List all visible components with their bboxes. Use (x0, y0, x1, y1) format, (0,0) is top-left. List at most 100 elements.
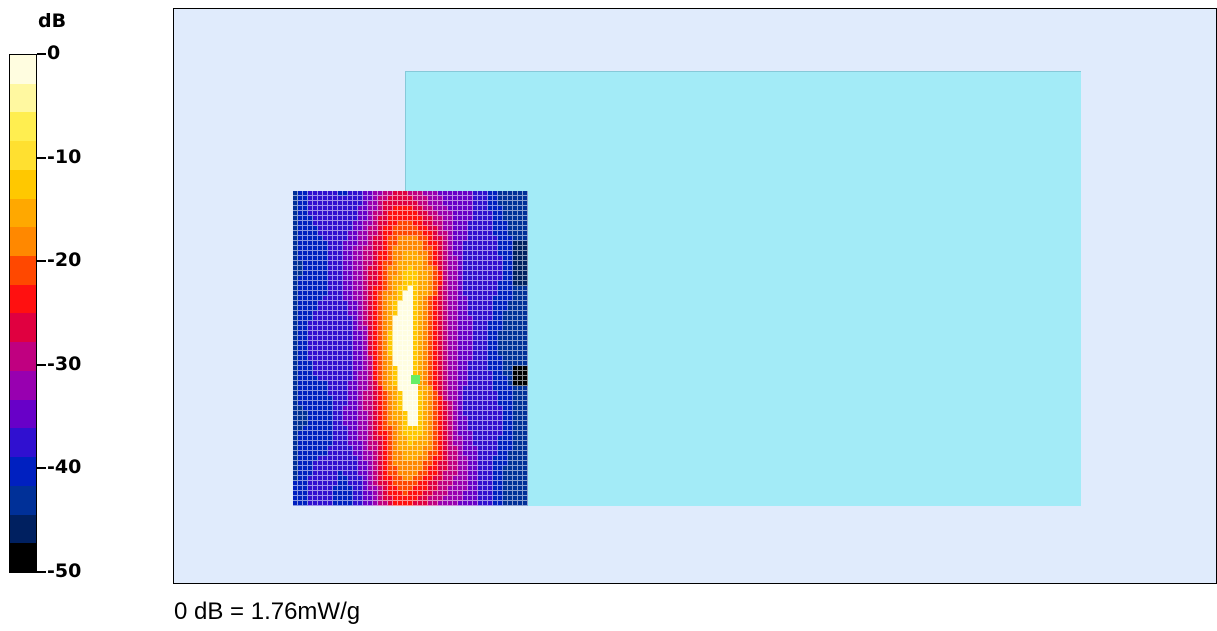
heatmap-cell (523, 476, 528, 481)
heatmap-cell (408, 481, 413, 486)
heatmap-cell (373, 221, 378, 226)
heatmap-cell (393, 221, 398, 226)
heatmap-cell (468, 301, 473, 306)
heatmap-cell (463, 446, 468, 451)
legend-tick-label: -40 (47, 456, 82, 479)
heatmap-cell (353, 276, 358, 281)
heatmap-cell (408, 331, 413, 336)
heatmap-cell (428, 476, 433, 481)
heatmap-cell (453, 476, 458, 481)
heatmap-cell (523, 441, 528, 446)
heatmap-cell (438, 376, 443, 381)
heatmap-cell (323, 321, 328, 326)
heatmap-cell (488, 466, 493, 471)
heatmap-cell (463, 501, 468, 506)
heatmap-cell (293, 336, 298, 341)
heatmap-cell (373, 286, 378, 291)
heatmap-cell (508, 481, 513, 486)
heatmap-cell (463, 311, 468, 316)
heatmap-cell (488, 406, 493, 411)
legend-tick-label: -30 (47, 352, 82, 375)
heatmap-cell (438, 496, 443, 501)
heatmap-cell (308, 491, 313, 496)
heatmap-cell (308, 401, 313, 406)
heatmap-cell (493, 436, 498, 441)
heatmap-cell (453, 296, 458, 301)
heatmap-cell (323, 276, 328, 281)
heatmap-cell (508, 206, 513, 211)
heatmap-cell (503, 286, 508, 291)
heatmap-cell (523, 256, 528, 261)
heatmap-cell (428, 486, 433, 491)
heatmap-cell (413, 386, 418, 391)
heatmap-cell (423, 501, 428, 506)
heatmap-cell (398, 451, 403, 456)
heatmap-cell (413, 471, 418, 476)
heatmap-cell (413, 451, 418, 456)
heatmap-cell (388, 336, 393, 341)
heatmap-cell (418, 376, 423, 381)
heatmap-cell (383, 476, 388, 481)
heatmap-cell (453, 306, 458, 311)
heatmap-cell (393, 351, 398, 356)
heatmap-cell (473, 281, 478, 286)
heatmap-cell (463, 411, 468, 416)
heatmap-cell (298, 381, 303, 386)
heatmap-cell (343, 466, 348, 471)
heatmap-cell (358, 206, 363, 211)
heatmap-cell (473, 231, 478, 236)
heatmap-cell (318, 476, 323, 481)
heatmap-cell (303, 401, 308, 406)
heatmap-cell (483, 251, 488, 256)
heatmap-cell (443, 471, 448, 476)
heatmap-cell (328, 241, 333, 246)
heatmap-cell (348, 366, 353, 371)
heatmap-cell (338, 211, 343, 216)
heatmap-cell (413, 301, 418, 306)
heatmap-cell (498, 361, 503, 366)
heatmap-cell (433, 431, 438, 436)
heatmap-cell (478, 301, 483, 306)
heatmap-cell (398, 376, 403, 381)
heatmap-cell (443, 381, 448, 386)
heatmap-cell (503, 311, 508, 316)
heatmap-cell (293, 491, 298, 496)
heatmap-cell (318, 286, 323, 291)
heatmap-cell (478, 281, 483, 286)
heatmap-cell (328, 466, 333, 471)
heatmap-cell (473, 396, 478, 401)
heatmap-cell (488, 381, 493, 386)
heatmap-cell (468, 256, 473, 261)
heatmap-cell (323, 231, 328, 236)
heatmap-cell (293, 456, 298, 461)
heatmap-cell (508, 471, 513, 476)
heatmap-cell (473, 316, 478, 321)
heatmap-cell (498, 321, 503, 326)
heatmap-cell (388, 236, 393, 241)
heatmap-cell (383, 421, 388, 426)
heatmap-cell (493, 281, 498, 286)
heatmap-cell (303, 346, 308, 351)
heatmap-cell (328, 276, 333, 281)
heatmap-cell (448, 336, 453, 341)
heatmap-cell (488, 331, 493, 336)
heatmap-cell (303, 266, 308, 271)
heatmap-cell (408, 391, 413, 396)
heatmap-cell (418, 476, 423, 481)
heatmap-cell (388, 286, 393, 291)
heatmap-cell (328, 451, 333, 456)
heatmap-cell (503, 256, 508, 261)
heatmap-cell (393, 346, 398, 351)
heatmap-cell (443, 201, 448, 206)
heatmap-cell (393, 271, 398, 276)
heatmap-cell (388, 386, 393, 391)
heatmap-cell (438, 371, 443, 376)
heatmap-cell (488, 386, 493, 391)
heatmap-cell (333, 341, 338, 346)
heatmap-cell (423, 486, 428, 491)
heatmap-cell (338, 396, 343, 401)
heatmap-cell (493, 381, 498, 386)
heatmap-cell (348, 291, 353, 296)
heatmap-cell (378, 211, 383, 216)
heatmap-cell (303, 496, 308, 501)
